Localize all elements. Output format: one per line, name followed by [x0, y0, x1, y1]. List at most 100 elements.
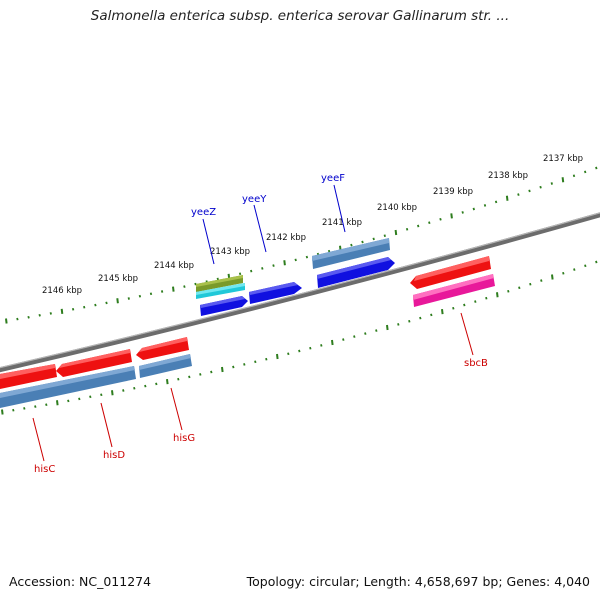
- minor-tick: [507, 289, 510, 293]
- major-tick: [60, 308, 64, 315]
- gene-label-hisD[interactable]: hisD: [103, 450, 125, 461]
- tick-label-2142: 2142 kbp: [266, 233, 306, 243]
- minor-tick: [397, 323, 400, 326]
- tick-label-2146: 2146 kbp: [42, 286, 82, 296]
- major-tick: [450, 213, 453, 219]
- minor-tick: [23, 407, 26, 410]
- minor-tick: [67, 399, 70, 403]
- major-tick: [5, 318, 8, 324]
- minor-tick: [572, 174, 576, 178]
- minor-tick: [529, 282, 532, 286]
- minor-tick: [232, 365, 235, 369]
- major-tick: [111, 390, 114, 396]
- gene-label-yeeF[interactable]: yeeF: [321, 173, 345, 184]
- minor-tick: [49, 312, 52, 315]
- major-tick: [221, 366, 224, 373]
- tick-label-2143: 2143 kbp: [210, 247, 250, 257]
- minor-tick: [305, 255, 309, 259]
- map-title: Salmonella enterica subsp. enterica sero…: [90, 8, 510, 24]
- minor-tick: [342, 338, 345, 341]
- minor-tick: [12, 408, 15, 412]
- major-tick: [166, 378, 169, 385]
- minor-tick: [408, 319, 411, 323]
- minor-tick: [199, 373, 202, 376]
- major-tick: [283, 260, 286, 266]
- minor-tick: [364, 332, 367, 335]
- minor-tick: [595, 166, 598, 170]
- gene-label-yeeZ[interactable]: yeeZ: [191, 207, 216, 218]
- major-tick: [116, 298, 119, 304]
- minor-tick: [254, 360, 257, 364]
- minor-tick: [133, 386, 136, 390]
- minor-tick: [430, 313, 433, 317]
- minor-tick: [361, 240, 364, 244]
- minor-tick: [261, 267, 264, 270]
- minor-tick: [584, 264, 587, 268]
- minor-tick: [216, 277, 219, 281]
- minor-tick: [194, 282, 197, 286]
- minor-tick: [144, 384, 147, 388]
- minor-tick: [461, 211, 464, 214]
- minor-tick: [320, 344, 323, 347]
- minor-tick: [573, 268, 576, 271]
- forward-genes: [196, 238, 395, 316]
- gene-label-hisC[interactable]: hisC: [34, 464, 55, 475]
- tick-label-2145: 2145 kbp: [98, 274, 138, 284]
- minor-tick: [539, 185, 542, 189]
- major-tick: [561, 177, 565, 183]
- minor-tick: [149, 292, 153, 296]
- gene-label-sbcB[interactable]: sbcB: [464, 358, 488, 369]
- gene-label-hisG[interactable]: hisG: [173, 433, 195, 444]
- gene-label-yeeY[interactable]: yeeY: [242, 194, 267, 205]
- minor-tick: [452, 306, 455, 310]
- minor-tick: [238, 272, 242, 276]
- minor-tick: [78, 397, 81, 401]
- major-tick: [172, 286, 175, 292]
- major-tick: [505, 195, 509, 201]
- gene-yeeY[interactable]: [249, 282, 302, 304]
- minor-tick: [350, 243, 353, 247]
- minor-tick: [294, 258, 297, 262]
- major-tick: [1, 409, 4, 415]
- minor-tick: [250, 269, 253, 273]
- minor-tick: [327, 249, 331, 253]
- major-tick: [56, 400, 59, 406]
- tick-label-2139: 2139 kbp: [433, 187, 473, 197]
- minor-tick: [540, 279, 543, 282]
- minor-tick: [45, 403, 48, 407]
- minor-tick: [353, 335, 356, 338]
- minor-tick: [528, 189, 531, 193]
- minor-tick: [298, 349, 301, 353]
- minor-tick: [272, 264, 275, 267]
- major-tick: [386, 324, 389, 331]
- genome-backbone: [0, 212, 600, 373]
- minor-tick: [494, 200, 498, 204]
- minor-tick: [210, 370, 213, 374]
- minor-tick: [127, 297, 130, 300]
- gene-blue-2[interactable]: [317, 257, 395, 288]
- minor-tick: [160, 290, 164, 293]
- minor-tick: [89, 395, 92, 399]
- minor-tick: [383, 234, 386, 238]
- major-tick: [394, 229, 398, 236]
- minor-tick: [518, 286, 521, 290]
- minor-tick: [472, 207, 475, 211]
- minor-tick: [584, 170, 587, 174]
- minor-tick: [550, 182, 553, 185]
- gene-blue-1[interactable]: [200, 296, 248, 316]
- genome-summary-text: Topology: circular; Length: 4,658,697 bp…: [246, 574, 590, 589]
- minor-tick: [188, 375, 191, 379]
- minor-tick: [265, 357, 268, 361]
- minor-tick: [595, 260, 598, 264]
- minor-tick: [138, 294, 142, 298]
- minor-tick: [483, 204, 487, 207]
- minor-tick: [94, 303, 97, 307]
- major-tick: [441, 308, 444, 315]
- minor-tick: [105, 301, 108, 305]
- minor-tick: [71, 307, 75, 311]
- minor-tick: [405, 227, 409, 231]
- minor-tick: [417, 224, 420, 228]
- minor-tick: [419, 316, 422, 320]
- minor-tick: [287, 352, 290, 356]
